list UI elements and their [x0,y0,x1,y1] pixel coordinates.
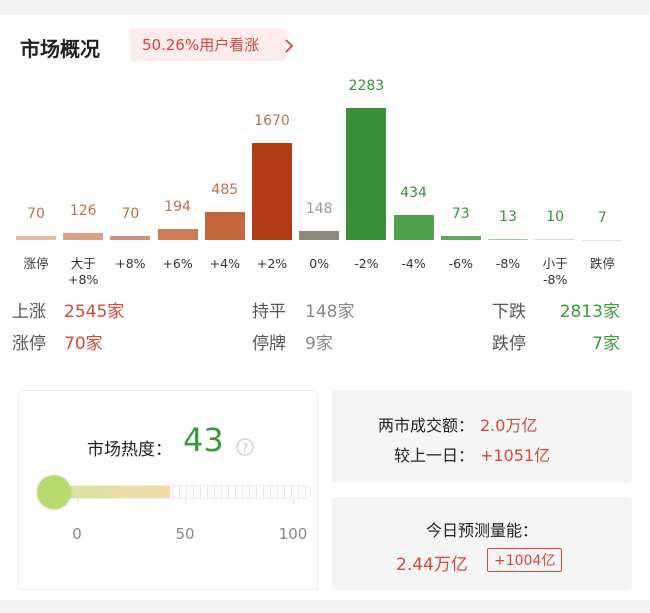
value-label: 1670 [254,113,290,130]
value-label: 126 [69,202,97,219]
heat-tick [77,499,78,503]
category-label: -6% [448,256,473,271]
stat-value: 70家 [64,334,103,354]
heat-knob[interactable] [37,475,71,509]
category-label: +6% [162,256,193,271]
bar [16,235,56,240]
category-label: 0% [309,256,330,271]
stat-value: 9家 [305,334,333,354]
stat-label: 停牌 [252,334,286,354]
bar [204,211,245,240]
bar [535,239,576,240]
value-label: 485 [211,181,239,198]
heat-tick [185,499,186,503]
bar [393,214,434,240]
heat-tick-label: 0 [72,525,82,543]
bar [252,143,292,240]
heat-card: 市场热度： 43 ? 0 50 100 [18,390,318,590]
svg-text:?: ? [242,442,248,455]
help-icon[interactable]: ? [235,437,255,457]
bar [346,108,387,240]
heat-value: 43 [183,421,224,459]
value-label: 70 [27,205,45,222]
heat-fill [40,486,170,498]
bar [299,231,340,240]
stat-value: 148家 [305,302,355,322]
heat-tick-label: 50 [175,525,195,543]
value-label: 2283 [348,78,385,94]
turnover-label: 两市成交额： [377,416,474,435]
bar [440,235,481,240]
distribution-chart: 70 涨停 126 大于 +8% 70 +8% 194 +6% 485 +4% 1670 +2% 148… [0,15,650,315]
bar [110,235,151,240]
value-label: 7 [597,209,607,226]
stat-label: 持平 [252,302,286,322]
stat-label: 跌停 [492,334,526,354]
forecast-card: 今日预测量能： 2.44万亿 +1004亿 [332,497,632,590]
value-label: 10 [546,209,565,226]
category-label: 大于 +8% [68,256,99,287]
chevron-icon [285,39,294,53]
stat-value: 2545家 [64,302,125,322]
category-label: -4% [401,256,426,271]
category-label: 小于 -8% [542,256,568,287]
value-label: 13 [499,209,517,226]
change-label: 较上一日： [393,446,474,465]
market-overview: 市场概况 50.26%用户看涨 70 涨停 126 大于 +8% 70 +8% 194 +6%… [0,15,650,600]
value-label: 70 [121,205,140,222]
turnover-card: 两市成交额： 2.0万亿 较上一日： +1051亿 [332,390,632,483]
value-label: 434 [400,184,427,201]
stat-value: 7家 [592,334,620,354]
stat-label: 上涨 [12,302,46,322]
value-label: 148 [305,201,333,218]
bullish-badge[interactable]: 50.26%用户看涨 [130,29,288,61]
category-label: 跌停 [589,256,615,271]
bar [488,239,528,240]
bar [63,232,104,240]
heat-tick [293,499,294,503]
stat-label: 涨停 [12,334,46,354]
category-label: -2% [354,256,379,271]
forecast-label: 今日预测量能： [425,521,538,540]
category-label: +4% [209,256,240,271]
value-label: 194 [164,198,191,215]
category-label: +2% [256,256,288,271]
forecast-change: +1004亿 [487,548,563,572]
stat-value: 2813家 [559,302,620,322]
turnover-value: 2.0万亿 [480,416,538,435]
change-value: +1051亿 [480,446,551,465]
category-label: -8% [495,256,521,271]
heat-tick-label: 100 [278,525,308,543]
category-label: +8% [115,256,146,271]
stat-label: 下跌 [492,302,526,322]
heat-label: 市场热度： [87,440,172,460]
forecast-value: 2.44万亿 [396,555,468,575]
value-label: 73 [451,205,470,222]
bar [157,228,198,240]
category-label: 涨停 [23,256,49,271]
stats: 上涨 2545家 持平 148家 下跌 2813家涨停 70家 停牌 9家 跌停 7家 [0,295,650,365]
title: 市场概况 [20,37,100,61]
